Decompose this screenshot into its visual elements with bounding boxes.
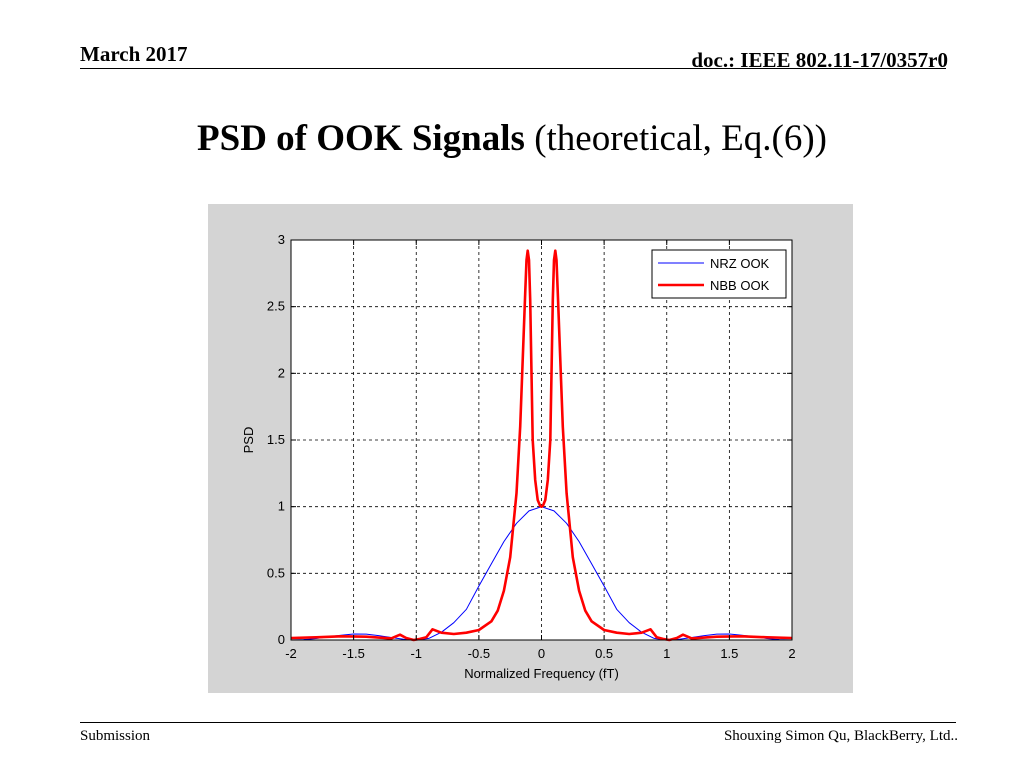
y-tick-label: 1 (278, 499, 285, 514)
x-tick-label: 0 (538, 646, 545, 661)
footer-author: Shouxing Simon Qu, BlackBerry, Ltd.. (723, 728, 958, 744)
x-tick-label: -1.5 (342, 646, 364, 661)
y-tick-label: 2.5 (267, 299, 285, 314)
x-tick-label: 1.5 (720, 646, 738, 661)
x-tick-label: 0.5 (595, 646, 613, 661)
y-tick-label: 3 (278, 232, 285, 247)
plot-area: -2 -1.5 -1 -0.5 0 0.5 1 1.5 2 0 0.5 1 1.5 2 2.5 3 Normal… (241, 232, 796, 681)
legend-entry: NRZ OOK (710, 256, 770, 271)
y-tick-label: 0 (278, 632, 285, 647)
footer-submission: Submission (80, 728, 151, 744)
legend-entry: NBB OOK (710, 278, 770, 293)
y-tick-label: 2 (278, 365, 285, 380)
y-axis-label: PSD (241, 427, 256, 454)
header-doc-id: doc.: IEEE 802.11-17/0357r0 (691, 48, 948, 72)
slide-title-bold: PSD of OOK Signals (197, 118, 525, 159)
x-tick-label: -2 (285, 646, 297, 661)
y-tick-label: 1.5 (267, 432, 285, 447)
x-tick-label: 1 (663, 646, 670, 661)
x-axis-label: Normalized Frequency (fT) (464, 666, 619, 681)
legend-box (651, 249, 787, 299)
psd-chart: -2 -1.5 -1 -0.5 0 0.5 1 1.5 2 0 0.5 1 1.5 2 2.5 3 Normal… (241, 232, 796, 681)
footer-rule (80, 722, 956, 723)
x-tick-label: -1 (410, 646, 422, 661)
slide-title-rest: (theoretical, Eq.(6)) (524, 118, 827, 159)
series-line-nbb-ook (290, 249, 793, 642)
y-tick-label: 0.5 (267, 565, 285, 580)
x-tick-label: -0.5 (468, 646, 490, 661)
x-tick-label: 2 (788, 646, 795, 661)
header-date: March 2017 (80, 42, 188, 66)
slide-title: PSD of OOK Signals (theoretical, Eq.(6)) (0, 117, 1024, 160)
header-rule (80, 68, 946, 69)
